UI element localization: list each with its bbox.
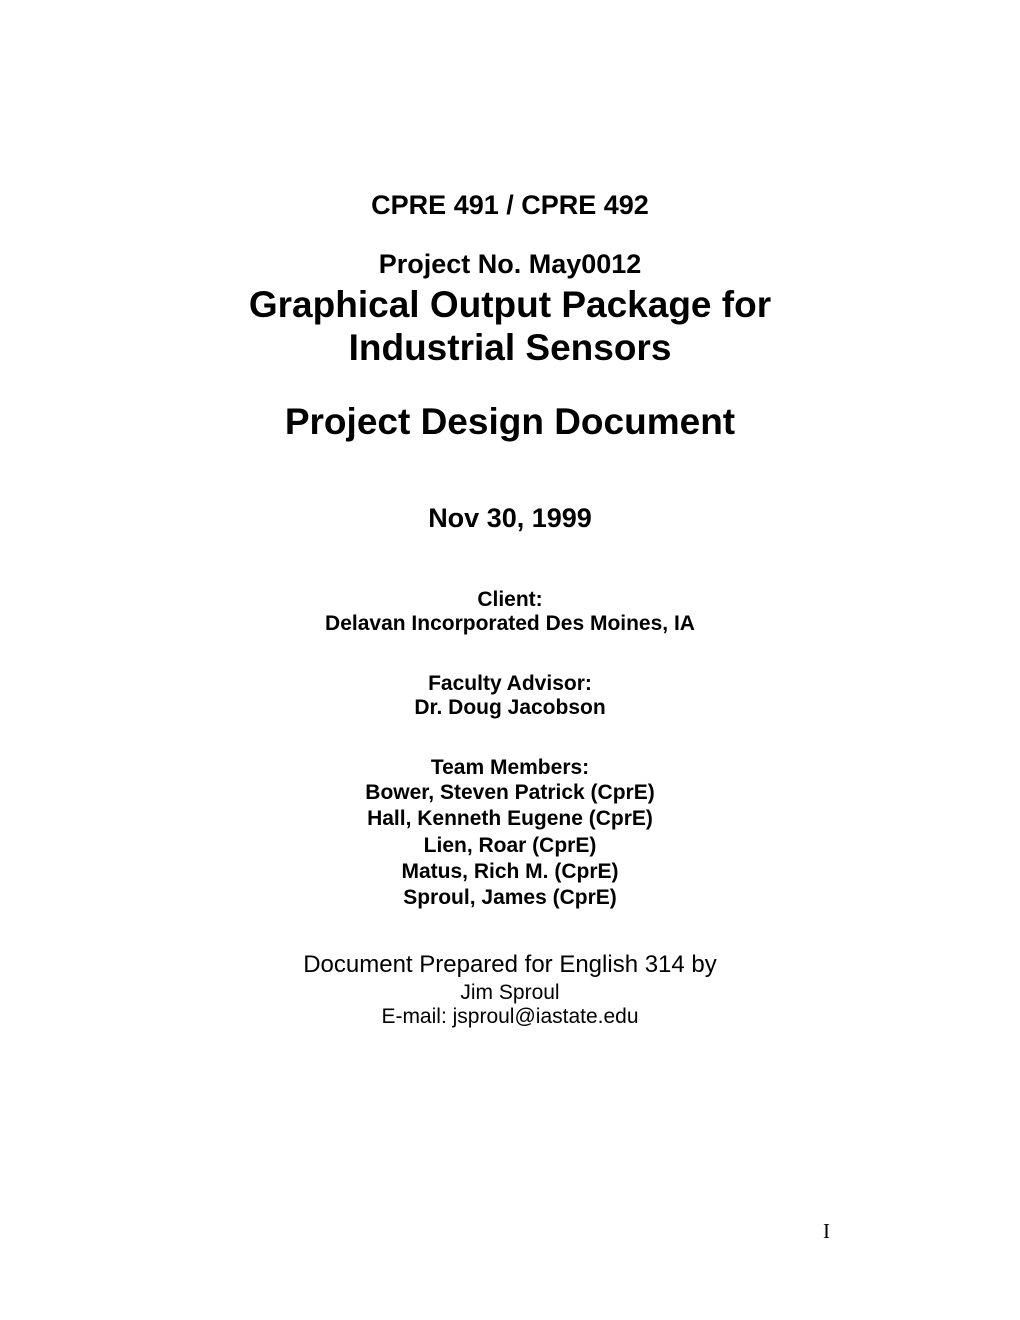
document-type: Project Design Document: [0, 401, 1020, 443]
project-title: Graphical Output Package for Industrial …: [0, 284, 1020, 369]
advisor-block: Faculty Advisor: Dr. Doug Jacobson: [0, 672, 1020, 720]
course-code: CPRE 491 / CPRE 492: [0, 190, 1020, 221]
page-number: I: [823, 1219, 830, 1244]
team-member: Bower, Steven Patrick (CprE): [0, 780, 1020, 806]
advisor-label: Faculty Advisor:: [0, 672, 1020, 696]
document-date: Nov 30, 1999: [0, 503, 1020, 534]
team-member: Matus, Rich M. (CprE): [0, 859, 1020, 885]
document-page: CPRE 491 / CPRE 492 Project No. May0012 …: [0, 0, 1020, 1029]
team-member: Sproul, James (CprE): [0, 885, 1020, 911]
client-label: Client:: [0, 588, 1020, 612]
project-number: Project No. May0012: [0, 249, 1020, 280]
preparer-name: Jim Sproul: [0, 981, 1020, 1005]
title-line-1: Graphical Output Package for: [0, 284, 1020, 327]
client-value: Delavan Incorporated Des Moines, IA: [0, 612, 1020, 636]
client-block: Client: Delavan Incorporated Des Moines,…: [0, 588, 1020, 636]
team-block: Team Members: Bower, Steven Patrick (Cpr…: [0, 756, 1020, 911]
advisor-value: Dr. Doug Jacobson: [0, 696, 1020, 720]
title-line-2: Industrial Sensors: [0, 327, 1020, 370]
prepared-for: Document Prepared for English 314 by: [0, 951, 1020, 979]
team-member: Lien, Roar (CprE): [0, 833, 1020, 859]
preparer-email: E-mail: jsproul@iastate.edu: [0, 1005, 1020, 1029]
team-member: Hall, Kenneth Eugene (CprE): [0, 806, 1020, 832]
team-label: Team Members:: [0, 756, 1020, 780]
